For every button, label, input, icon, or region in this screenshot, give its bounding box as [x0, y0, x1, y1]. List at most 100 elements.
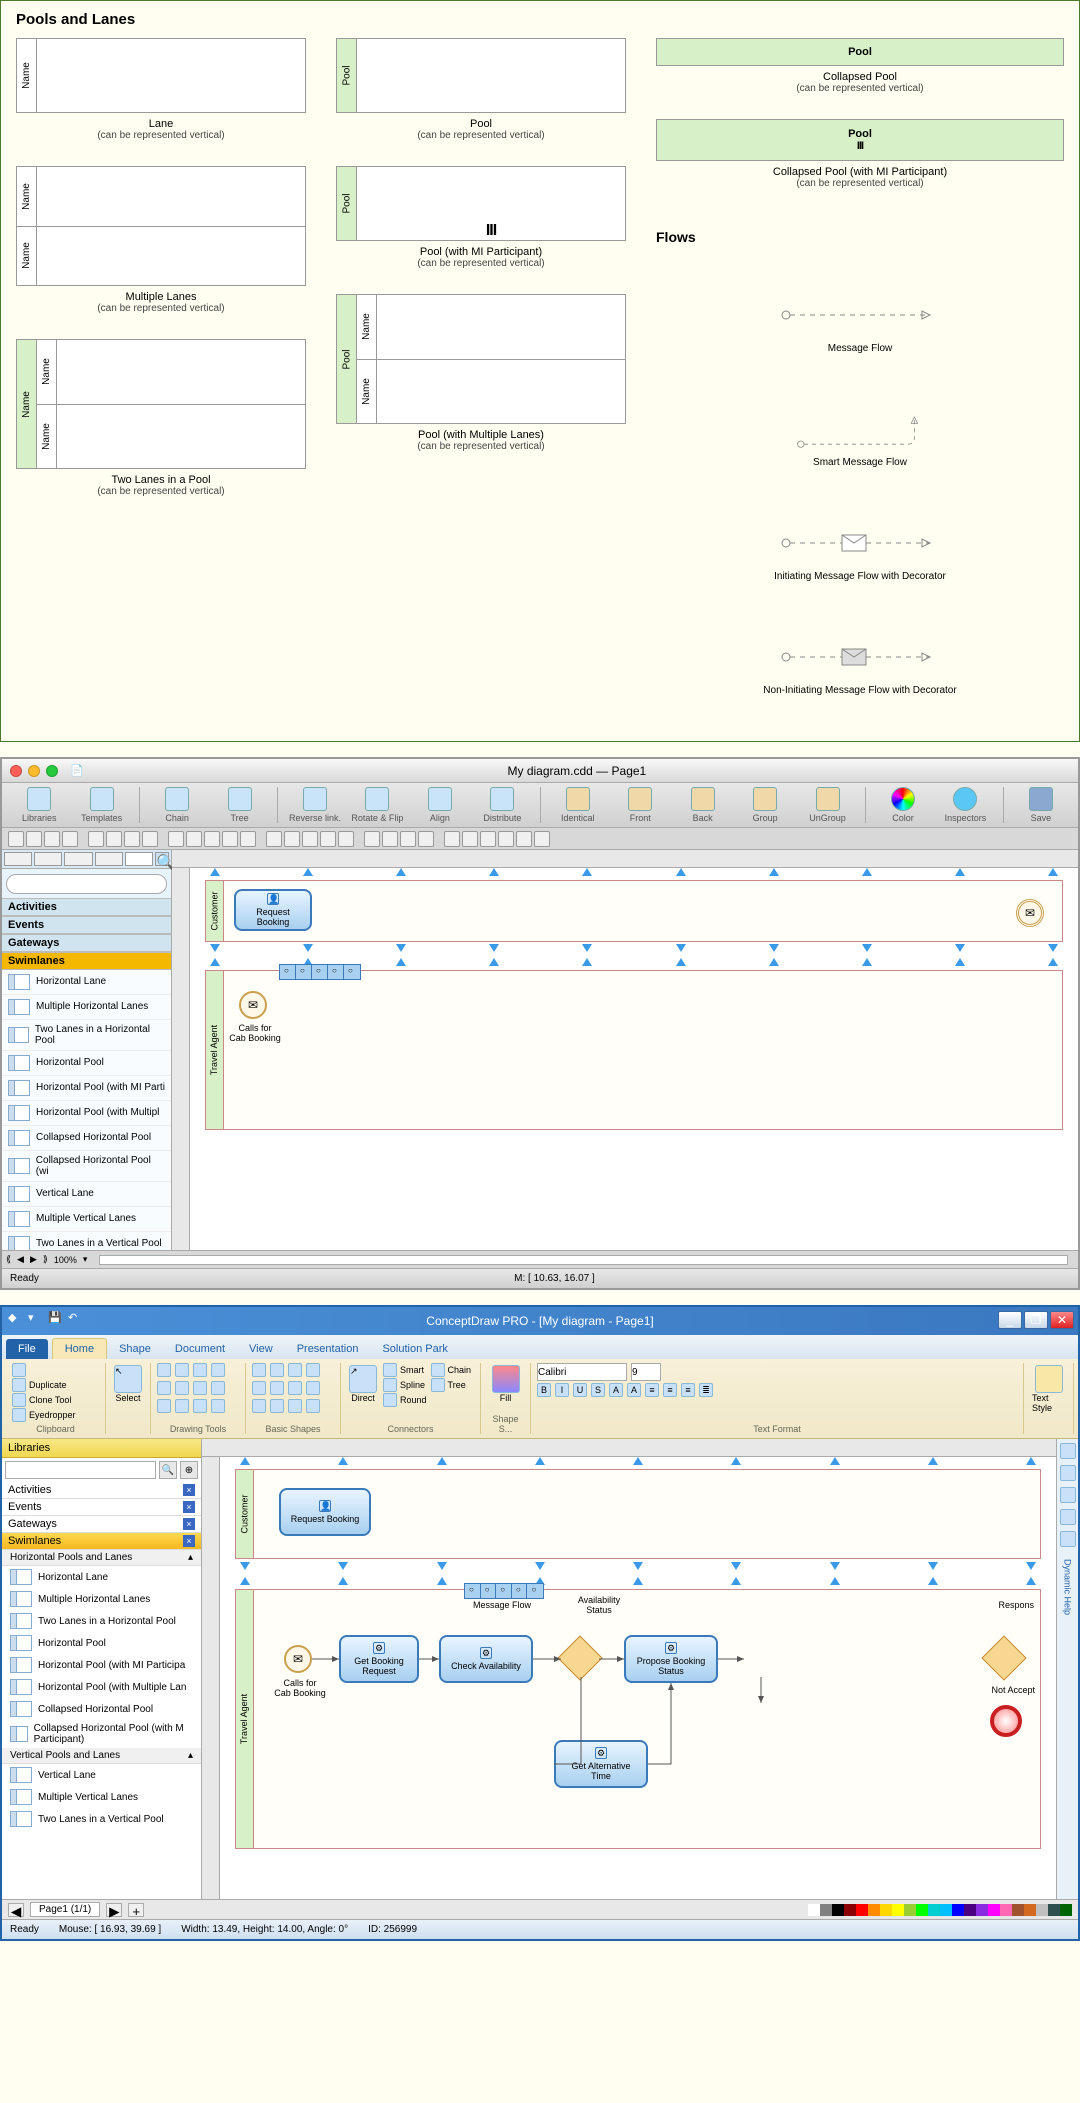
shape-item[interactable]: Vertical Lane	[2, 1182, 171, 1207]
mac-tool-front[interactable]: Front	[611, 787, 669, 823]
subbar-btn[interactable]	[26, 831, 42, 847]
color-swatch[interactable]	[892, 1904, 904, 1916]
color-swatch[interactable]	[964, 1904, 976, 1916]
rib-paste[interactable]	[12, 1363, 26, 1377]
mac-tool-align[interactable]: Align	[411, 787, 469, 823]
tool-icon[interactable]	[1060, 1465, 1076, 1481]
subbar-btn[interactable]	[462, 831, 478, 847]
bpmn-gateway[interactable]	[557, 1635, 602, 1680]
subbar-btn[interactable]	[106, 831, 122, 847]
textfmt-btn[interactable]: S	[591, 1383, 605, 1397]
color-swatch[interactable]	[844, 1904, 856, 1916]
textfmt-btn[interactable]: I	[555, 1383, 569, 1397]
textfmt-btn[interactable]: ≣	[699, 1383, 713, 1397]
color-swatch[interactable]	[880, 1904, 892, 1916]
shape-item[interactable]: Vertical Lane	[2, 1764, 201, 1786]
color-swatch[interactable]	[928, 1904, 940, 1916]
win-search-input[interactable]	[5, 1461, 156, 1479]
bpmn-message-event[interactable]: ✉	[239, 991, 267, 1019]
subbar-btn[interactable]	[444, 831, 460, 847]
shape-mini-toolbar[interactable]	[464, 1583, 544, 1599]
lib-section-events[interactable]: Events	[2, 916, 171, 934]
bpmn-message-event[interactable]: ✉	[284, 1645, 312, 1673]
subbar-btn[interactable]	[516, 831, 532, 847]
shape-item[interactable]: Collapsed Horizontal Pool	[2, 1126, 171, 1151]
mac-canvas[interactable]: Customer 👤Request Booking ✉ Travel Agent…	[172, 850, 1078, 1250]
basic-shapes-btn[interactable]	[288, 1399, 302, 1413]
win-search-plus[interactable]: ⊕	[180, 1461, 198, 1479]
bpmn-task-check[interactable]: ⚙Check Availability	[439, 1635, 533, 1683]
ribbon-tab-solutionpark[interactable]: Solution Park	[370, 1339, 459, 1359]
color-swatch[interactable]	[952, 1904, 964, 1916]
basic-shapes-btn[interactable]	[270, 1399, 284, 1413]
bpmn-task-propose[interactable]: ⚙Propose Booking Status	[624, 1635, 718, 1683]
mac-tool-identical[interactable]: Identical	[549, 787, 607, 823]
mac-tool-ungroup[interactable]: UnGroup	[798, 787, 856, 823]
basic-shapes-btn[interactable]	[288, 1381, 302, 1395]
subbar-btn[interactable]	[186, 831, 202, 847]
shape-item[interactable]: Two Lanes in a Horizontal Pool	[2, 1020, 171, 1051]
mac-search-input[interactable]	[6, 874, 167, 894]
mac-tool-inspectors[interactable]: Inspectors	[936, 787, 994, 823]
subbar-btn[interactable]	[534, 831, 550, 847]
color-swatch[interactable]	[856, 1904, 868, 1916]
win-search[interactable]: 🔍 ⊕	[2, 1458, 201, 1482]
color-strip[interactable]	[808, 1904, 1072, 1916]
basic-shapes-btn[interactable]	[306, 1399, 320, 1413]
textfmt-btn[interactable]: A	[609, 1383, 623, 1397]
draw-tools-btn[interactable]	[175, 1399, 189, 1413]
draw-tools-btn[interactable]	[175, 1381, 189, 1395]
subbar-btn[interactable]	[222, 831, 238, 847]
color-swatch[interactable]	[868, 1904, 880, 1916]
subbar-btn[interactable]	[88, 831, 104, 847]
mac-tool-distribute[interactable]: Distribute	[473, 787, 531, 823]
draw-tools-btn[interactable]	[157, 1363, 171, 1377]
win-canvas[interactable]: Customer 👤Request Booking Travel Agent M…	[202, 1439, 1056, 1899]
mac-tool-color[interactable]: Color	[874, 787, 932, 823]
draw-tools-btn[interactable]	[211, 1399, 225, 1413]
mac-tool-group[interactable]: Group	[736, 787, 794, 823]
mac-search[interactable]	[6, 873, 167, 894]
ribbon-tab-file[interactable]: File	[6, 1339, 48, 1359]
font-select[interactable]	[537, 1363, 627, 1381]
shape-mini-toolbar[interactable]	[279, 964, 361, 980]
mac-sidebar-view-tabs[interactable]: 🔍	[2, 850, 171, 869]
subbar-btn[interactable]	[480, 831, 496, 847]
subbar-btn[interactable]	[44, 831, 60, 847]
subbar-btn[interactable]	[364, 831, 380, 847]
lib-section-gateways[interactable]: Gateways	[2, 934, 171, 952]
draw-tools-btn[interactable]	[157, 1381, 171, 1395]
textfmt-btn[interactable]: ≡	[663, 1383, 677, 1397]
draw-tools-btn[interactable]	[193, 1399, 207, 1413]
lib-close-icon[interactable]: ×	[183, 1518, 195, 1530]
ribbon-tab-shape[interactable]: Shape	[107, 1339, 163, 1359]
shape-item[interactable]: Two Lanes in a Vertical Pool	[2, 1232, 171, 1251]
shape-item[interactable]: Horizontal Pool (with MI Parti	[2, 1076, 171, 1101]
bpmn-task-getalt[interactable]: ⚙Get Alternative Time	[554, 1740, 648, 1788]
color-swatch[interactable]	[916, 1904, 928, 1916]
win-maximize-button[interactable]: ❐	[1024, 1311, 1048, 1329]
bpmn-gateway[interactable]	[981, 1635, 1026, 1680]
subbar-btn[interactable]	[168, 831, 184, 847]
subbar-btn[interactable]	[124, 831, 140, 847]
shape-item[interactable]: Collapsed Horizontal Pool (with M Partic…	[2, 1720, 201, 1748]
mac-tool-libraries[interactable]: Libraries	[10, 787, 68, 823]
lib-section-swimlanes[interactable]: Swimlanes	[2, 952, 171, 970]
color-swatch[interactable]	[904, 1904, 916, 1916]
dynamic-help-tab[interactable]: Dynamic Help	[1063, 1559, 1073, 1615]
shape-item[interactable]: Multiple Horizontal Lanes	[2, 1588, 201, 1610]
lib-row-swimlanes[interactable]: Swimlanes×	[2, 1533, 201, 1550]
color-swatch[interactable]	[1036, 1904, 1048, 1916]
shape-item[interactable]: Collapsed Horizontal Pool	[2, 1698, 201, 1720]
color-swatch[interactable]	[808, 1904, 820, 1916]
win-lib-subtitle-h[interactable]: Horizontal Pools and Lanes▴	[2, 1550, 201, 1566]
color-swatch[interactable]	[1048, 1904, 1060, 1916]
mac-tool-tree[interactable]: Tree	[210, 787, 268, 823]
mac-tool-back[interactable]: Back	[673, 787, 731, 823]
textfmt-btn[interactable]: A	[627, 1383, 641, 1397]
rib-textstyle[interactable]: Text Style	[1030, 1363, 1067, 1415]
basic-shapes-btn[interactable]	[252, 1363, 266, 1377]
textfmt-btn[interactable]: B	[537, 1383, 551, 1397]
subbar-btn[interactable]	[400, 831, 416, 847]
shape-item[interactable]: Collapsed Horizontal Pool (wi	[2, 1151, 171, 1182]
